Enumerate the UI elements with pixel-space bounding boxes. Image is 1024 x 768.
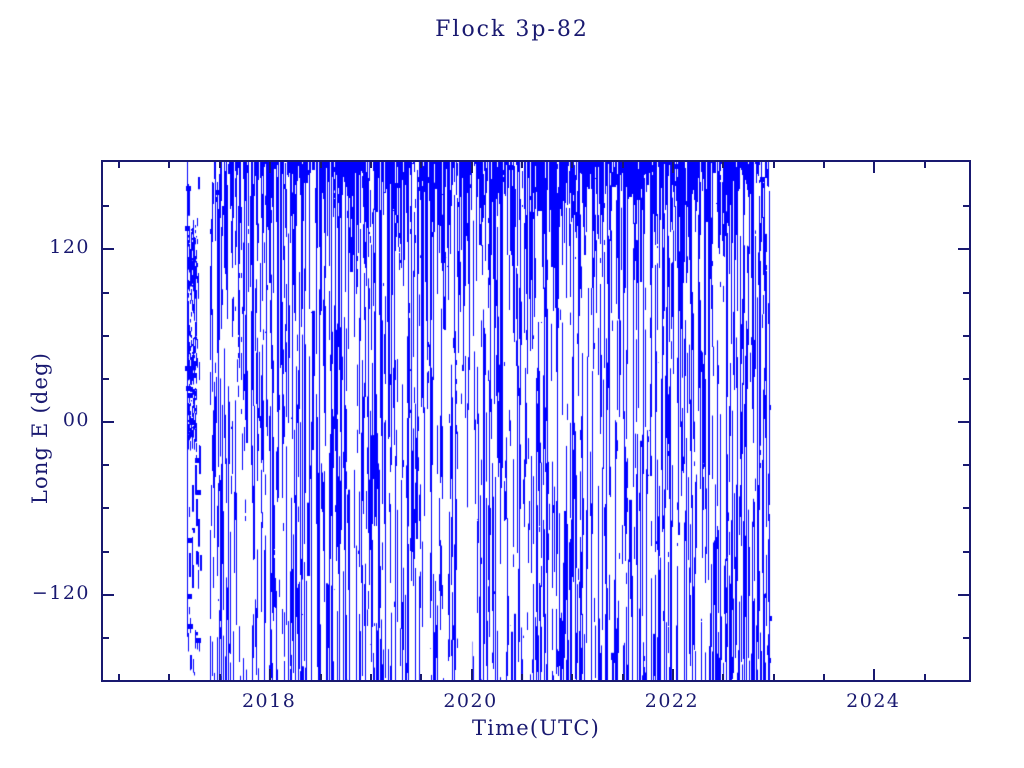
- y-tick-right: [958, 248, 969, 250]
- x-tick-label: 2024: [846, 690, 901, 712]
- y-tick-left: [103, 637, 109, 639]
- x-tick-top: [471, 162, 473, 173]
- y-tick-label: 00: [62, 409, 90, 431]
- x-tick-bottom: [722, 674, 724, 680]
- x-tick-top: [219, 162, 221, 168]
- y-tick-left: [103, 507, 109, 509]
- chart-title: Flock 3p-82: [435, 17, 589, 42]
- y-tick-left: [103, 292, 109, 294]
- x-tick-top: [370, 162, 372, 168]
- x-tick-top: [118, 162, 120, 168]
- x-axis-title: Time(UTC): [471, 716, 601, 740]
- y-tick-right: [963, 637, 969, 639]
- y-tick-left: [103, 335, 109, 337]
- x-tick-top: [873, 162, 875, 173]
- x-tick-label: 2022: [644, 690, 700, 712]
- y-tick-right: [958, 421, 969, 423]
- y-tick-right: [963, 205, 969, 207]
- y-tick-left: [103, 464, 109, 466]
- x-tick-bottom: [320, 674, 322, 680]
- plot-frame: [101, 160, 971, 682]
- x-tick-top: [168, 162, 170, 168]
- x-tick-top: [269, 162, 271, 173]
- x-tick-bottom: [521, 674, 523, 680]
- x-tick-top: [521, 162, 523, 168]
- y-tick-left: [103, 378, 109, 380]
- y-tick-left: [103, 594, 114, 596]
- y-tick-left: [103, 205, 109, 207]
- x-tick-bottom: [873, 669, 875, 680]
- data-series-canvas: [103, 162, 969, 680]
- y-tick-label: 120: [49, 236, 90, 259]
- x-tick-bottom: [269, 669, 271, 680]
- x-tick-top: [722, 162, 724, 168]
- y-tick-right: [963, 507, 969, 509]
- x-tick-bottom: [471, 669, 473, 680]
- plot-data-area: [103, 162, 969, 680]
- x-tick-bottom: [672, 669, 674, 680]
- x-tick-bottom: [571, 674, 573, 680]
- x-tick-bottom: [118, 674, 120, 680]
- x-tick-top: [622, 162, 624, 168]
- y-tick-right: [963, 292, 969, 294]
- y-axis-title: Long E (deg): [28, 351, 52, 505]
- x-tick-top: [823, 162, 825, 168]
- y-tick-right: [963, 551, 969, 553]
- x-tick-bottom: [622, 674, 624, 680]
- x-tick-top: [320, 162, 322, 168]
- x-tick-bottom: [168, 674, 170, 680]
- x-tick-bottom: [370, 674, 372, 680]
- y-tick-label: −120: [31, 581, 90, 604]
- y-tick-right: [958, 594, 969, 596]
- y-tick-right: [963, 464, 969, 466]
- x-tick-top: [773, 162, 775, 168]
- x-tick-bottom: [924, 674, 926, 680]
- x-tick-bottom: [219, 674, 221, 680]
- x-tick-top: [571, 162, 573, 168]
- y-tick-left: [103, 421, 114, 423]
- y-axis-tick-labels: 120 00 −120: [0, 0, 90, 768]
- x-tick-label: 2018: [241, 690, 297, 712]
- y-tick-right: [963, 378, 969, 380]
- x-tick-top: [924, 162, 926, 168]
- x-tick-label: 2020: [443, 690, 498, 712]
- x-tick-bottom: [420, 674, 422, 680]
- x-tick-top: [672, 162, 674, 173]
- x-tick-top: [420, 162, 422, 168]
- y-tick-left: [103, 551, 109, 553]
- x-tick-bottom: [823, 674, 825, 680]
- x-tick-bottom: [773, 674, 775, 680]
- y-tick-right: [963, 335, 969, 337]
- y-tick-left: [103, 248, 114, 250]
